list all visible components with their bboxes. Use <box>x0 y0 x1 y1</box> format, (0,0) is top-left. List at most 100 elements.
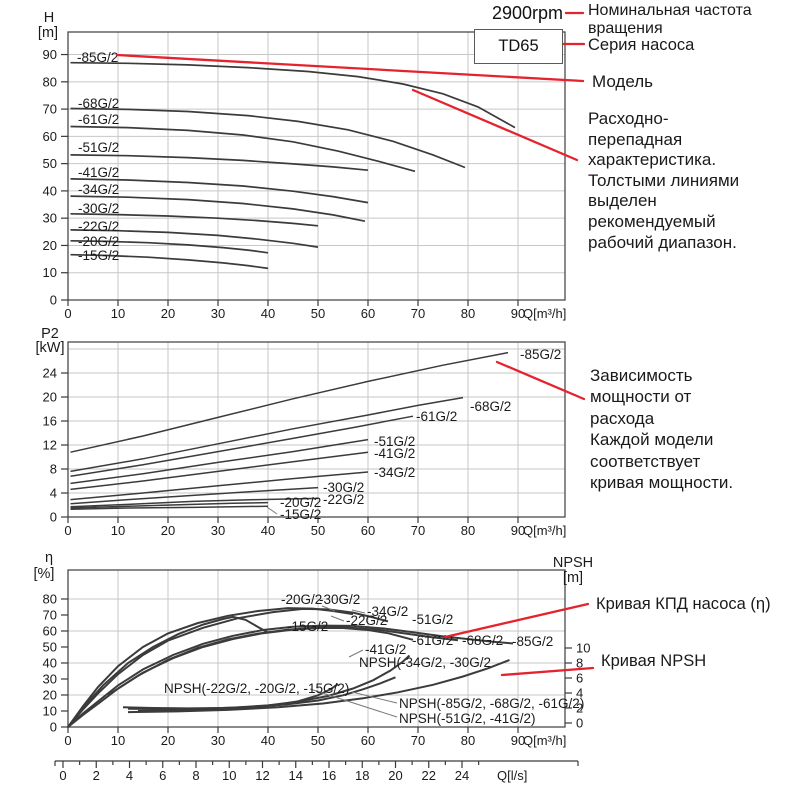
svg-text:[m]: [m] <box>38 25 58 41</box>
svg-text:6: 6 <box>159 768 166 783</box>
svg-text:-15G/2: -15G/2 <box>280 507 321 522</box>
svg-text:10: 10 <box>111 306 125 321</box>
svg-text:90: 90 <box>511 733 525 748</box>
svg-text:14: 14 <box>289 768 303 783</box>
svg-text:-34G/2: -34G/2 <box>78 182 119 197</box>
svg-text:50: 50 <box>311 306 325 321</box>
svg-text:70: 70 <box>411 306 425 321</box>
power-flow-chart-curve <box>70 396 464 473</box>
power-flow-chart-curve <box>70 497 319 508</box>
svg-text:80: 80 <box>461 523 475 538</box>
head-flow-chart-curve <box>70 61 516 129</box>
svg-text:80: 80 <box>43 592 57 607</box>
svg-text:12: 12 <box>43 438 57 453</box>
svg-text:90: 90 <box>511 523 525 538</box>
svg-text:-22G/2: -22G/2 <box>78 219 119 234</box>
svg-text:50: 50 <box>43 156 57 171</box>
svg-text:-68G/2: -68G/2 <box>462 633 503 648</box>
svg-text:[%]: [%] <box>34 566 55 582</box>
note-head-flow: Расходно- перепадная характеристика. Тол… <box>588 109 740 252</box>
svg-text:60: 60 <box>43 129 57 144</box>
svg-text:0: 0 <box>59 768 66 783</box>
head-flow-chart-curve <box>70 239 269 254</box>
red-pointer-lines <box>115 11 595 677</box>
flow-ls-ruler: 0 2 4 6 8 10 12 14 16 18 20 22 24 Q[l/s] <box>54 760 579 783</box>
svg-text:Q[l/s]: Q[l/s] <box>497 768 527 783</box>
svg-text:-20G/2: -20G/2 <box>78 234 119 249</box>
svg-text:60: 60 <box>361 523 375 538</box>
efficiency-npsh-chart-curve <box>67 607 389 728</box>
svg-text:30: 30 <box>211 306 225 321</box>
svg-text:60: 60 <box>361 733 375 748</box>
svg-text:2: 2 <box>93 768 100 783</box>
head-flow-chart-curve <box>70 107 466 169</box>
power-flow-chart-curve <box>70 471 369 501</box>
svg-text:16: 16 <box>322 768 336 783</box>
power-flow-chart-curve <box>70 501 269 509</box>
svg-text:-15G/2: -15G/2 <box>78 248 119 263</box>
power-flow-chart: 0 4 8 12 16 20 24 0 10 20 30 40 50 60 70 80 90Q[m³/h] -85… <box>36 326 567 538</box>
svg-text:P2: P2 <box>41 326 59 342</box>
svg-text:-85G/2: -85G/2 <box>512 634 553 649</box>
svg-text:-61G/2: -61G/2 <box>78 112 119 127</box>
svg-text:-85G/2: -85G/2 <box>520 347 561 362</box>
svg-text:H: H <box>44 10 54 26</box>
svg-text:10: 10 <box>111 523 125 538</box>
svg-text:70: 70 <box>411 523 425 538</box>
svg-text:-30G/2: -30G/2 <box>78 201 119 216</box>
svg-text:18: 18 <box>355 768 369 783</box>
svg-text:8: 8 <box>50 462 57 477</box>
head-flow-chart-curve <box>70 195 366 223</box>
svg-text:-51G/2: -51G/2 <box>78 140 119 155</box>
svg-text:-30G/2: -30G/2 <box>323 480 364 495</box>
svg-text:10: 10 <box>222 768 236 783</box>
svg-text:4: 4 <box>126 768 133 783</box>
svg-text:-30G/2: -30G/2 <box>319 592 360 607</box>
svg-text:50: 50 <box>311 523 325 538</box>
svg-text:12: 12 <box>255 768 269 783</box>
power-flow-chart-curve <box>70 438 369 485</box>
head-flow-chart-curve <box>70 229 319 248</box>
note-efficiency-curve: Кривая КПД насоса (η) <box>596 595 771 613</box>
svg-text:0: 0 <box>64 523 71 538</box>
svg-text:8: 8 <box>192 768 199 783</box>
svg-text:70: 70 <box>43 102 57 117</box>
power-flow-chart-curve <box>70 351 509 453</box>
svg-text:η: η <box>45 550 53 566</box>
svg-text:-61G/2: -61G/2 <box>412 633 453 648</box>
svg-text:2: 2 <box>576 701 583 716</box>
svg-text:-41G/2: -41G/2 <box>365 642 406 657</box>
svg-text:24: 24 <box>455 768 469 783</box>
svg-text:NPSH(-51G/2, -41G/2): NPSH(-51G/2, -41G/2) <box>399 711 536 726</box>
svg-text:Q[m³/h]: Q[m³/h] <box>523 523 566 538</box>
svg-text:80: 80 <box>43 74 57 89</box>
svg-text:-22G/2: -22G/2 <box>346 613 387 628</box>
svg-text:-51G/2: -51G/2 <box>374 434 415 449</box>
svg-text:0: 0 <box>64 733 71 748</box>
series-box: TD65 <box>474 29 563 64</box>
svg-text:-68G/2: -68G/2 <box>470 399 511 414</box>
svg-text:10: 10 <box>111 733 125 748</box>
svg-text:NPSH: NPSH <box>553 555 593 571</box>
svg-text:40: 40 <box>43 183 57 198</box>
svg-text:NPSH(-22G/2, -20G/2, -15G/2): NPSH(-22G/2, -20G/2, -15G/2) <box>164 681 349 696</box>
efficiency-npsh-chart-curve <box>67 627 414 728</box>
svg-text:16: 16 <box>43 414 57 429</box>
svg-text:60: 60 <box>43 624 57 639</box>
svg-text:20: 20 <box>43 238 57 253</box>
svg-text:8: 8 <box>576 656 583 671</box>
power-flow-chart-curve <box>70 451 369 491</box>
svg-text:0: 0 <box>50 510 57 525</box>
svg-text:70: 70 <box>43 608 57 623</box>
svg-text:0: 0 <box>50 293 57 308</box>
svg-text:-85G/2: -85G/2 <box>77 50 118 65</box>
svg-text:50: 50 <box>311 733 325 748</box>
svg-text:0: 0 <box>64 306 71 321</box>
svg-text:-20G/2: -20G/2 <box>280 495 321 510</box>
svg-text:NPSH(-34G/2, -30G/2: NPSH(-34G/2, -30G/2 <box>359 655 491 670</box>
svg-text:20: 20 <box>43 390 57 405</box>
svg-text:80: 80 <box>461 306 475 321</box>
